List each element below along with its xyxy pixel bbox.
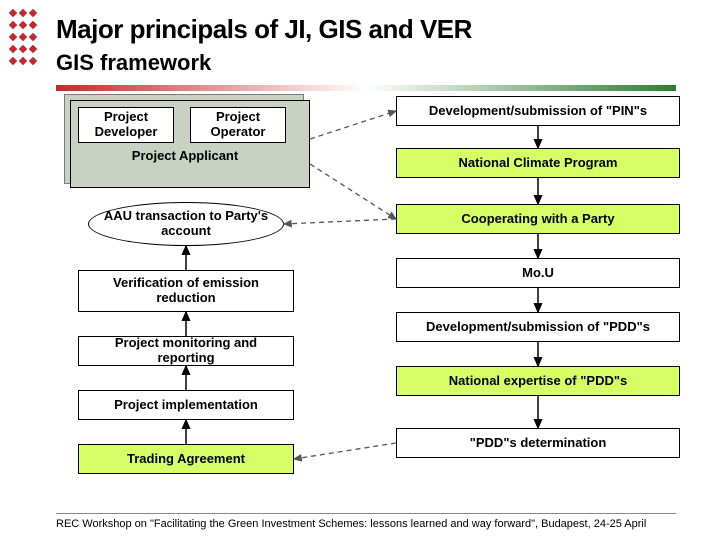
title-underline (56, 78, 676, 84)
node-pdd-dev: Development/submission of "PDD"s (396, 312, 680, 342)
footer-text: REC Workshop on "Facilitating the Green … (56, 513, 676, 530)
node-expertise: National expertise of "PDD"s (396, 366, 680, 396)
node-implementation: Project implementation (78, 390, 294, 420)
node-pin: Development/submission of "PIN"s (396, 96, 680, 126)
ornament-icon (8, 8, 40, 66)
node-mou: Mo.U (396, 258, 680, 288)
node-determination: "PDD"s determination (396, 428, 680, 458)
node-project-developer: Project Developer (78, 107, 174, 143)
node-verification: Verification of emission reduction (78, 270, 294, 312)
node-ncp: National Climate Program (396, 148, 680, 178)
node-aau: AAU transaction to Party's account (88, 202, 284, 246)
page-subtitle: GIS framework (56, 50, 211, 76)
applicant-label: Project Applicant (100, 148, 270, 163)
node-coop: Cooperating with a Party (396, 204, 680, 234)
diagram-canvas: Project Developer Project Operator Proje… (40, 94, 690, 502)
slide: Major principals of JI, GIS and VER GIS … (0, 0, 720, 540)
node-monitoring: Project monitoring and reporting (78, 336, 294, 366)
page-title: Major principals of JI, GIS and VER (56, 14, 472, 45)
node-project-operator: Project Operator (190, 107, 286, 143)
node-trading: Trading Agreement (78, 444, 294, 474)
